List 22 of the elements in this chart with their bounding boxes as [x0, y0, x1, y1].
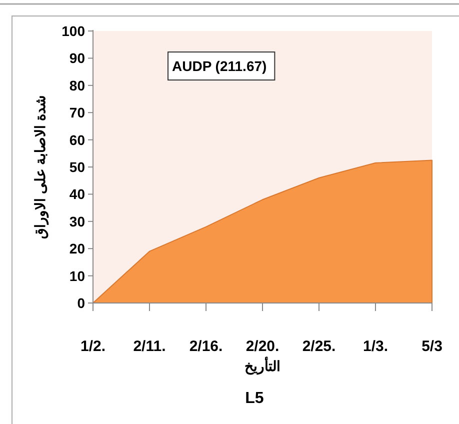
y-tick-label: 30: [69, 213, 86, 230]
y-tick-label: 40: [69, 186, 86, 202]
y-axis-title: شدة الاصابة على الاوراق: [32, 95, 49, 239]
y-tick-label: 70: [69, 104, 86, 121]
x-tick-label: 2/25.: [302, 338, 336, 355]
x-tick-label: 2/16.: [189, 338, 223, 355]
y-tick-label: 10: [69, 268, 86, 284]
annotation: AUDP (211.67): [172, 58, 267, 74]
y-tick-label: 50: [69, 159, 86, 175]
x-tick-label: 5/3: [422, 338, 442, 355]
y-tick-label: 80: [69, 77, 86, 94]
x-tick-label: 2/11.: [133, 338, 166, 355]
x-tick-label: 2/20.: [246, 338, 280, 355]
y-tick-label: 100: [62, 23, 86, 39]
x-tick-label: 1/3.: [362, 338, 388, 355]
y-tick-label: 60: [69, 132, 86, 148]
x-tick-label: 1/2.: [80, 338, 106, 355]
text: L5: [245, 390, 264, 407]
y-tick-label: 0: [77, 295, 86, 311]
x-axis-title: التأريخ: [244, 356, 280, 375]
y-tick-label: 20: [69, 240, 86, 257]
y-tick-label: 90: [69, 50, 86, 66]
